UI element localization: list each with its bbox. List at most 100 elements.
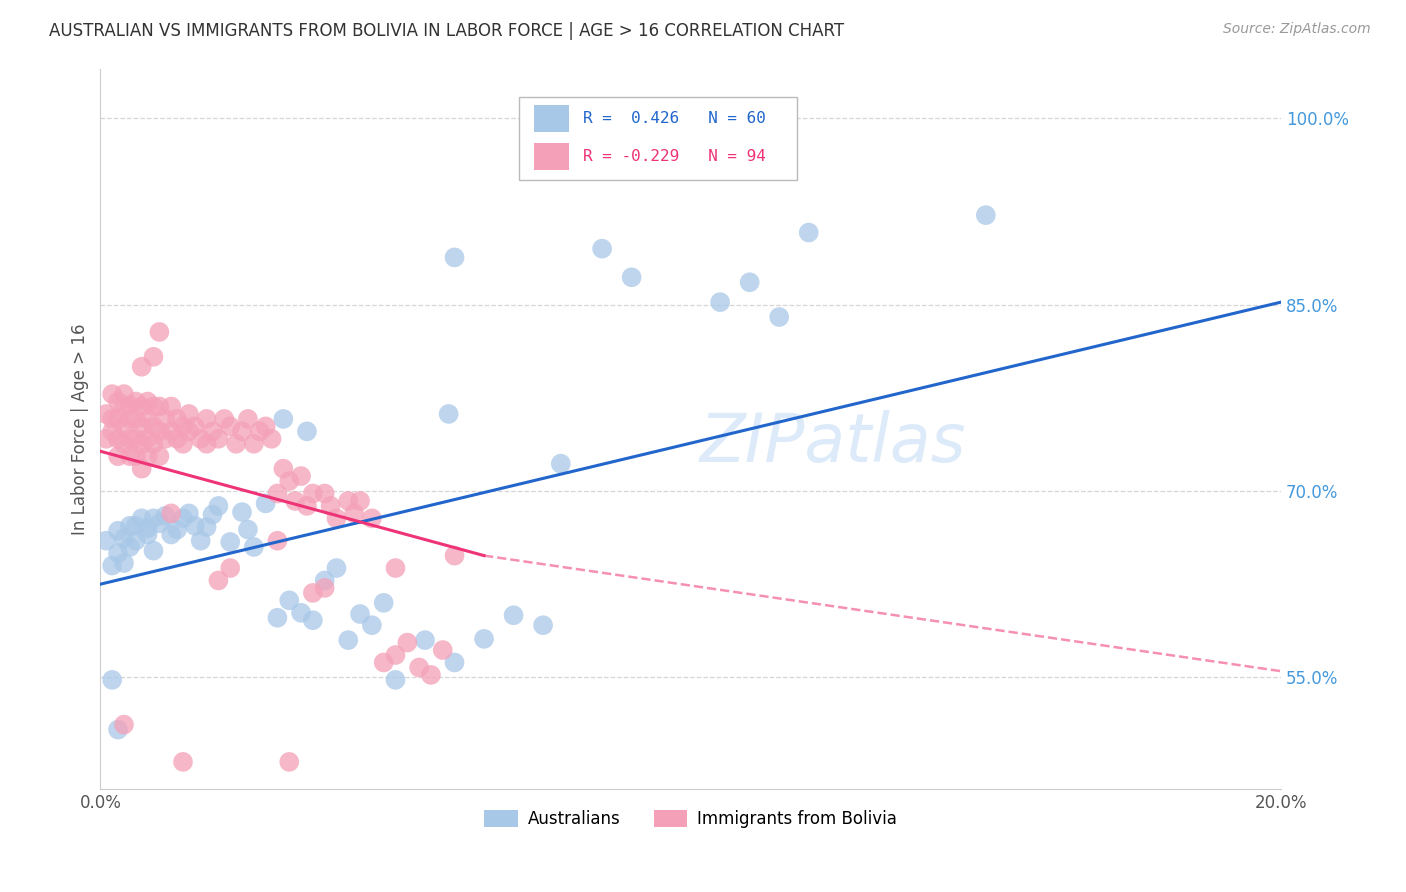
Point [118,398,141,412]
Point [797,226,820,240]
Point [160,400,183,414]
Point [131,461,153,475]
Point [118,540,141,554]
Point [155,508,177,523]
Point [101,673,124,687]
Point [260,432,283,446]
Point [314,574,336,588]
FancyBboxPatch shape [519,97,797,180]
Point [136,432,159,446]
Point [118,449,141,463]
Text: R =  0.426   N = 60: R = 0.426 N = 60 [583,111,766,126]
Point [273,412,295,426]
Point [172,511,194,525]
Point [231,505,253,519]
Point [131,400,153,414]
Point [290,606,312,620]
Point [396,635,419,649]
Point [266,611,288,625]
Point [112,387,135,401]
Point [148,425,170,439]
Text: ZIPatlas: ZIPatlas [699,410,966,476]
Point [437,407,460,421]
Point [302,486,325,500]
Point [738,275,761,289]
Point [148,400,170,414]
Point [284,494,307,508]
Point [443,549,465,563]
Point [302,613,325,627]
Point [107,394,129,409]
Point [190,432,212,446]
Point [172,419,194,434]
Point [243,437,266,451]
Y-axis label: In Labor Force | Age > 16: In Labor Force | Age > 16 [72,323,89,534]
Point [207,499,229,513]
Point [254,496,277,510]
Point [142,511,165,525]
Point [314,581,336,595]
Point [125,412,148,426]
Point [166,412,188,426]
Point [184,518,207,533]
Point [112,531,135,545]
Point [225,437,247,451]
Point [236,412,259,426]
Point [243,540,266,554]
Point [101,558,124,573]
Point [195,437,218,451]
Point [201,508,224,522]
Point [290,469,312,483]
Point [266,486,288,500]
Point [96,407,118,421]
Point [112,556,135,570]
Point [155,412,177,426]
Point [101,412,124,426]
Point [325,561,347,575]
Point [219,419,242,434]
Point [136,527,159,541]
Point [177,407,200,421]
Point [419,668,441,682]
Point [142,419,165,434]
Point [349,607,371,621]
Point [314,486,336,500]
Point [131,359,153,374]
Point [319,499,342,513]
Point [125,432,148,446]
Point [148,516,170,531]
Legend: Australians, Immigrants from Bolivia: Australians, Immigrants from Bolivia [478,804,904,835]
Point [131,437,153,451]
Point [136,394,159,409]
Point [107,412,129,426]
Point [148,325,170,339]
Point [125,394,148,409]
Point [408,660,430,674]
Point [231,425,253,439]
Point [101,387,124,401]
Point [591,242,613,256]
Point [337,633,360,648]
Point [172,755,194,769]
Point [325,511,347,525]
Point [207,574,229,588]
Point [177,425,200,439]
Point [107,449,129,463]
Point [125,518,148,533]
Point [177,507,200,521]
Point [118,412,141,426]
Point [709,295,731,310]
Point [295,499,318,513]
Point [620,270,643,285]
Bar [534,143,569,170]
Point [96,432,118,446]
Point [207,432,229,446]
Point [343,507,366,521]
Text: Source: ZipAtlas.com: Source: ZipAtlas.com [1223,22,1371,37]
Text: R = -0.229   N = 94: R = -0.229 N = 94 [583,149,766,164]
Point [96,533,118,548]
Point [101,425,124,439]
Point [373,596,395,610]
Point [337,494,360,508]
Point [155,432,177,446]
